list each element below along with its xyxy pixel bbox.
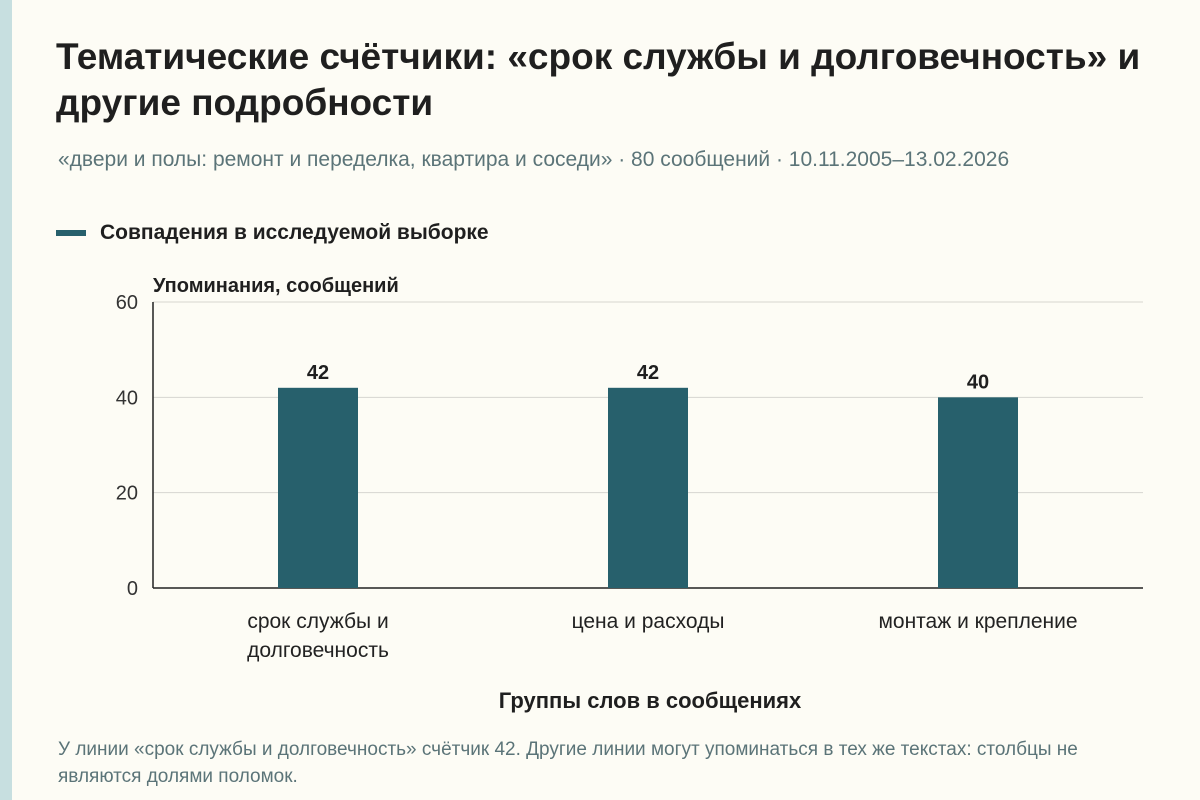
legend-label: Совпадения в исследуемой выборке (100, 221, 489, 244)
y-tick-label: 0 (127, 578, 138, 600)
y-tick-label: 40 (116, 387, 138, 409)
data-label: 42 (307, 362, 329, 384)
legend: Совпадения в исследуемой выборке (56, 219, 489, 247)
data-label: 42 (637, 362, 659, 384)
y-tick-label: 60 (116, 292, 138, 314)
chart-subtitle: «двери и полы: ремонт и переделка, кварт… (58, 148, 1010, 171)
bar (278, 387, 358, 588)
chart-caption: У линии «срок службы и долговечность» сч… (58, 739, 1078, 787)
x-axis-label: Группы слов в сообщениях (499, 688, 802, 713)
y-axis-label: Упоминания, сообщений (153, 275, 399, 297)
bar (608, 387, 688, 588)
legend-swatch (56, 230, 86, 236)
data-label: 40 (967, 371, 989, 393)
x-tick-label: монтаж и крепление (878, 610, 1077, 633)
x-tick-label: цена и расходы (572, 610, 725, 633)
chart-title: Тематические счётчики: «срок службы и до… (56, 36, 1141, 123)
x-tick-label: срок службы и долговечность (247, 610, 389, 662)
left-accent-bar (0, 0, 12, 800)
bar (938, 397, 1018, 588)
y-tick-label: 20 (116, 483, 138, 505)
